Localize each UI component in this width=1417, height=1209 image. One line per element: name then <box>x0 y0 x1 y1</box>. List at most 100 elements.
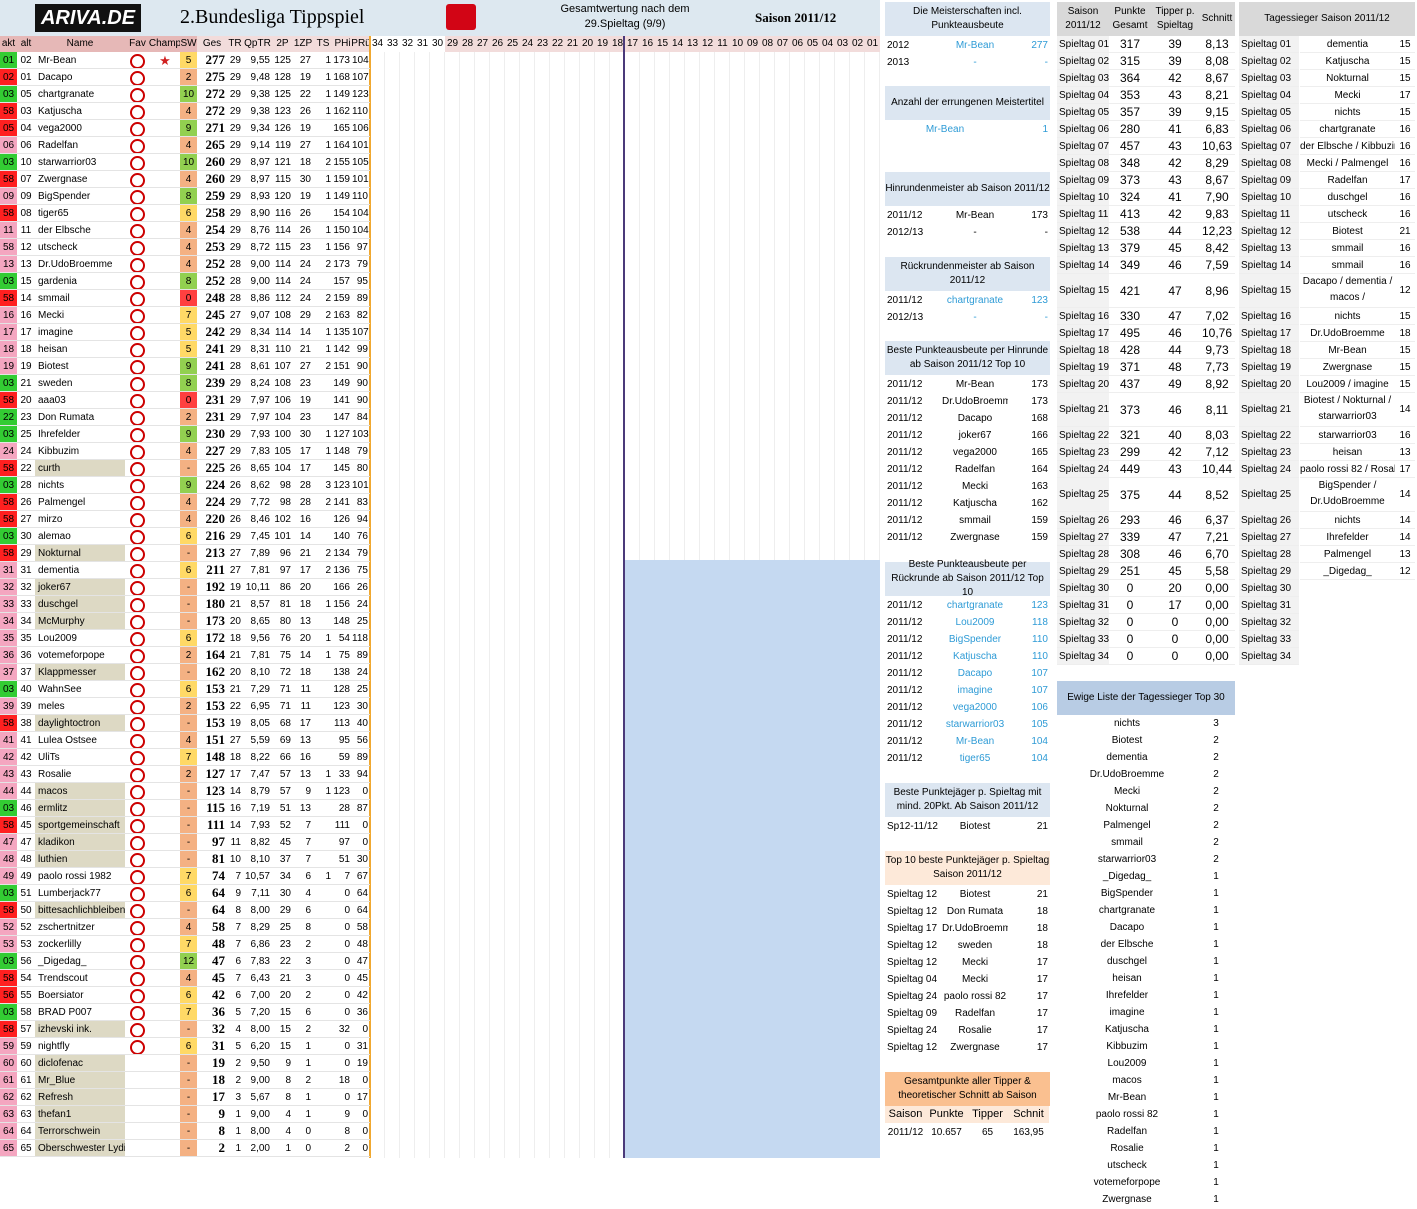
tr: 29 <box>227 205 243 222</box>
eternal-name: Mecki <box>1113 786 1141 797</box>
pru: 0 <box>352 1140 370 1157</box>
rank: 62 <box>0 1089 17 1106</box>
ts: 2 <box>313 290 333 307</box>
rank: 58 <box>0 460 17 477</box>
phi: 8 <box>333 1123 352 1140</box>
rank: 58 <box>0 239 17 256</box>
prev-rank: 46 <box>17 800 35 817</box>
eternal-count: 1 <box>1213 973 1219 984</box>
eternal-count: 2 <box>1213 769 1219 780</box>
qptr: 10,57 <box>243 868 272 885</box>
rank: 47 <box>0 834 17 851</box>
eternal-count: 1 <box>1213 939 1219 950</box>
column-header: QpTR <box>243 36 272 52</box>
name: izhevski ink. <box>35 1021 125 1038</box>
stat-cell: 47 <box>1151 529 1199 546</box>
pru: 79 <box>352 256 370 273</box>
panel-cell: Biotest <box>959 821 991 832</box>
tr: 21 <box>227 681 243 698</box>
phi: 123 <box>333 698 352 715</box>
matchday-header: 24 <box>520 36 535 52</box>
rank: 59 <box>0 1038 17 1055</box>
pru: 110 <box>352 188 370 205</box>
fav <box>125 749 150 766</box>
total: 17 <box>197 1089 227 1106</box>
club-icon <box>130 938 145 952</box>
tr: 29 <box>227 222 243 239</box>
1zp: 4 <box>293 885 313 902</box>
qptr: 7,19 <box>243 800 272 817</box>
ts <box>313 698 333 715</box>
2p: 66 <box>272 749 293 766</box>
stat-cell: 8,11 <box>1199 393 1235 427</box>
club-icon <box>130 241 145 255</box>
tr: 5 <box>227 1038 243 1055</box>
tr: 5 <box>227 1004 243 1021</box>
pru: 36 <box>352 1004 370 1021</box>
tr: 1 <box>227 1106 243 1123</box>
pru: 80 <box>352 460 370 477</box>
phi: 135 <box>333 324 352 341</box>
stat-cell: 7,02 <box>1199 308 1235 325</box>
fav <box>125 477 150 494</box>
panel-cell: Mr-Bean <box>955 210 995 221</box>
fav <box>125 987 150 1004</box>
matchday-label: Spieltag 12 <box>1239 223 1299 240</box>
stat-cell: 251 <box>1109 563 1151 580</box>
qptr: 10,11 <box>243 579 272 596</box>
ts <box>313 392 333 409</box>
name: starwarrior03 <box>35 154 125 171</box>
pru: 89 <box>352 647 370 664</box>
panel-cell: 2011/12 <box>887 210 923 221</box>
2p: 81 <box>272 596 293 613</box>
tr: 14 <box>227 783 243 800</box>
qptr: 8,61 <box>243 358 272 375</box>
pru: 90 <box>352 375 370 392</box>
sw: 9 <box>180 426 197 443</box>
qptr: 7,29 <box>243 681 272 698</box>
tr: 29 <box>227 103 243 120</box>
prev-rank: 05 <box>17 86 35 103</box>
panel-cell: Mecki <box>961 957 989 968</box>
1zp: 0 <box>293 1123 313 1140</box>
qptr: 9,07 <box>243 307 272 324</box>
qptr: 8,65 <box>243 613 272 630</box>
matchday-label: Spieltag 15 <box>1239 274 1299 308</box>
stat-cell: 0,00 <box>1199 614 1235 631</box>
total: 239 <box>197 375 227 392</box>
winner-points: 13 <box>1395 444 1415 461</box>
pru: 101 <box>352 171 370 188</box>
fav <box>125 868 150 885</box>
club-icon <box>130 173 145 187</box>
matchday-label: Spieltag 01 <box>1239 36 1299 53</box>
stat-cell: Spieltag 25 <box>1057 478 1109 512</box>
stat-cell: 0 <box>1109 648 1151 665</box>
stat-cell: 40 <box>1151 427 1199 444</box>
fav <box>125 307 150 324</box>
tr: 28 <box>227 290 243 307</box>
phi: 32 <box>333 1021 352 1038</box>
sw: 2 <box>180 647 197 664</box>
rank: 58 <box>0 290 17 307</box>
name: Dacapo <box>35 69 125 86</box>
phi: 0 <box>333 1004 352 1021</box>
stat-cell: 47 <box>1151 274 1199 308</box>
name: Boersiator <box>35 987 125 1004</box>
champ <box>150 681 180 698</box>
prev-rank: 03 <box>17 103 35 120</box>
1zp: 11 <box>293 698 313 715</box>
stat-cell: 44 <box>1151 342 1199 359</box>
eternal-name: paolo rossi 82 <box>1095 1109 1159 1120</box>
ts <box>313 987 333 1004</box>
matchday-header: 19 <box>595 36 610 52</box>
1zp: 21 <box>293 341 313 358</box>
tr: 29 <box>227 443 243 460</box>
fav <box>125 919 150 936</box>
tr: 29 <box>227 69 243 86</box>
winner-points: 16 <box>1395 155 1415 172</box>
season: Saison 2011/12 <box>755 10 837 25</box>
matchday-label: Spieltag 34 <box>1239 648 1299 665</box>
panel-cell: Dacapo <box>957 413 993 424</box>
1zp: 13 <box>293 800 313 817</box>
ts: 2 <box>313 256 333 273</box>
